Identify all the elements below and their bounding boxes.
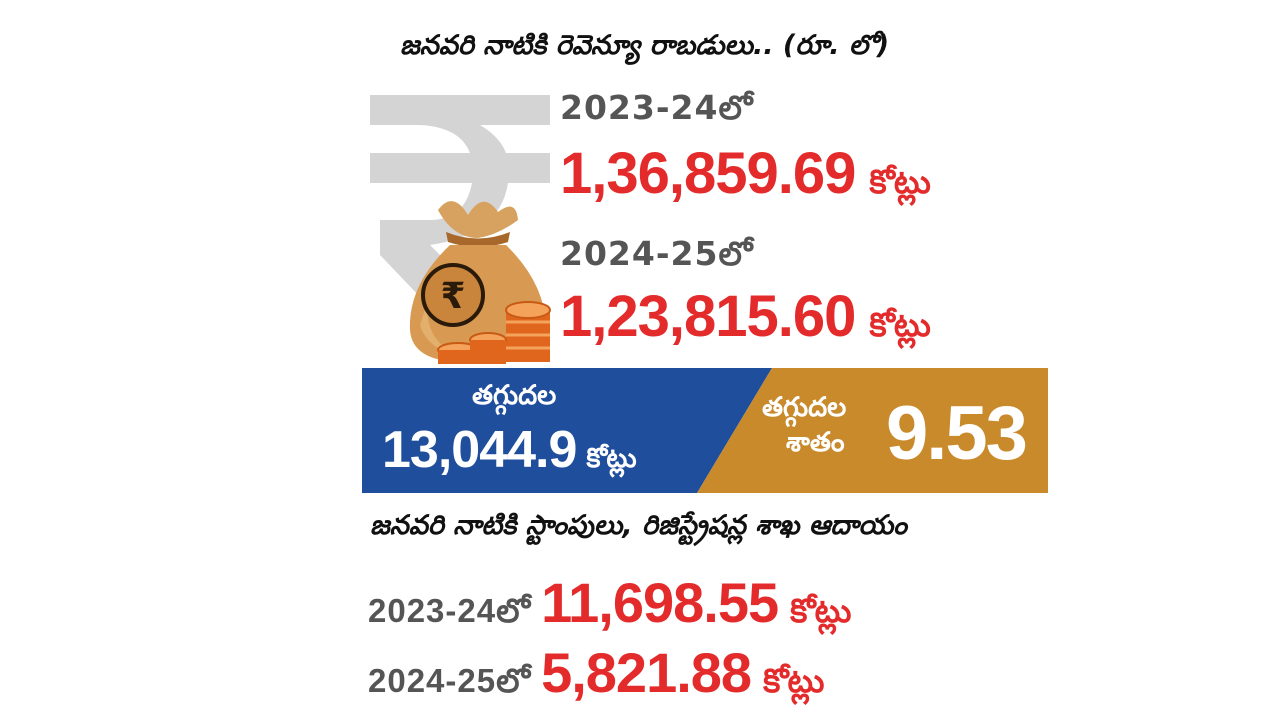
revenue-value-2: 1,23,815.60: [560, 284, 856, 349]
decline-percent-label: తగ్గుదల శాతం: [762, 390, 882, 460]
stamps-value-2: 5,821.88: [541, 641, 752, 704]
revenue-value-1: 1,36,859.69: [560, 141, 856, 206]
decline-amount: 13,044.9 కోట్లు: [382, 420, 637, 481]
revenue-amount-1: 1,36,859.69 కోట్లు: [560, 140, 931, 209]
revenue-amount-2: 1,23,815.60 కోట్లు: [560, 283, 931, 352]
decline-percent-label-line2: శాతం: [786, 427, 845, 459]
decline-value: 13,044.9: [382, 421, 577, 479]
stamps-row-2: 2024-25లో 5,821.88 కోట్లు: [368, 640, 824, 708]
stamps-heading: జనవరి నాటికి స్టాంపులు, రిజిస్ట్రేషన్ల శ…: [370, 510, 907, 541]
revenue-year-1: 2023-24లో: [560, 88, 754, 127]
decline-unit: కోట్లు: [586, 443, 637, 473]
revenue-year-2: 2024-25లో: [560, 234, 754, 273]
decline-label: తగ్గుదల: [472, 380, 557, 411]
stamps-row-1: 2023-24లో 11,698.55 కోట్లు: [368, 570, 851, 638]
decline-band: తగ్గుదల 13,044.9 కోట్లు తగ్గుదల శాతం 9.53: [362, 368, 1048, 493]
money-bag-icon: ₹: [409, 201, 551, 364]
svg-text:₹: ₹: [440, 276, 465, 317]
stamps-unit-2: కోట్లు: [763, 662, 825, 699]
revenue-unit-2: కోట్లు: [869, 306, 931, 343]
stamps-unit-1: కోట్లు: [790, 592, 852, 629]
decline-band-shapes: [362, 368, 1048, 493]
coin-stack-icon: [437, 301, 551, 364]
decline-percent-value: 9.53: [886, 391, 1028, 476]
decline-percent-label-line1: తగ్గుదల: [762, 392, 847, 423]
stamps-year-1: 2023-24లో: [368, 592, 532, 629]
revenue-heading: జనవరి నాటికి రెవెన్యూ రాబడులు.. (రూ. లో): [400, 30, 890, 61]
stamps-value-1: 11,698.55: [541, 571, 779, 634]
revenue-unit-1: కోట్లు: [869, 163, 931, 200]
stamps-year-2: 2024-25లో: [368, 662, 532, 699]
